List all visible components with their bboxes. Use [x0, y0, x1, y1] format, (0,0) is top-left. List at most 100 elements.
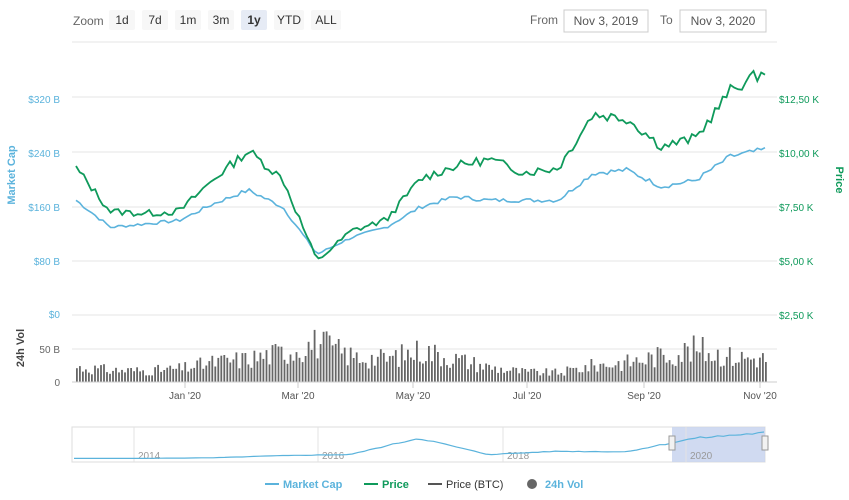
volume-bar [124, 372, 126, 382]
volume-bar [530, 369, 533, 382]
volume-bar [539, 375, 542, 382]
zoom-label: Zoom [73, 14, 104, 28]
volume-bar [551, 370, 554, 382]
market-cap-axis-title: Market Cap [6, 145, 18, 205]
price-tick-label: $2,50 K [779, 311, 814, 322]
x-tick-label: May '20 [396, 391, 431, 402]
volume-bar [334, 343, 337, 382]
volume-bar [635, 357, 638, 382]
market-cap-tick-label: $80 B [34, 257, 60, 268]
zoom-button-1d[interactable] [109, 10, 135, 30]
volume-bar [340, 353, 343, 382]
volume-bar [608, 367, 611, 382]
volume-bar [677, 355, 680, 382]
navigator-selection[interactable] [672, 427, 765, 462]
volume-bar [437, 352, 439, 382]
volume-bar [545, 368, 548, 382]
zoom-button-1m[interactable] [175, 10, 201, 30]
volume-bar [241, 353, 244, 382]
volume-bar [557, 374, 560, 382]
legend-symbol [527, 479, 537, 489]
volume-bar [416, 340, 418, 382]
volume-bar [668, 360, 671, 382]
navigator[interactable]: 2014 2016 2018 2020 [71, 426, 769, 463]
volume-bar [76, 368, 78, 382]
volume-bar [100, 365, 102, 382]
volume-bar [226, 357, 229, 382]
volume-bar [734, 362, 737, 382]
navigator-years: 2014 2016 2018 2020 [133, 427, 713, 462]
legend-item-label[interactable]: 24h Vol [545, 479, 583, 491]
volume-bar [385, 361, 388, 382]
volume-bar [710, 361, 713, 382]
market-cap-ticks: $80 B $160 B $240 B $320 B [28, 95, 60, 268]
volume-bar [638, 362, 641, 382]
legend-item-label[interactable]: Market Cap [283, 479, 343, 491]
legend-item-label[interactable]: Price (BTC) [446, 479, 503, 491]
navigator-line [73, 431, 765, 460]
volume-bar [103, 364, 105, 382]
volume-bar [298, 357, 301, 382]
price-tick-label: $7,50 K [779, 203, 814, 214]
volume-bar [500, 367, 502, 382]
volume-bar [422, 363, 424, 382]
zoom-button-1y[interactable] [241, 10, 267, 30]
volume-bar [232, 359, 235, 382]
volume-bar [337, 339, 340, 382]
volume-bar [659, 348, 662, 382]
volume-bar [175, 368, 178, 382]
volume-bar [259, 352, 262, 382]
volume-bar [250, 367, 253, 382]
zoom-button-label: 1d [115, 13, 128, 27]
volume-bar [590, 359, 593, 382]
price-ticks: $2,50 K $5,00 K $7,50 K $10,00 K $12,50 K [779, 95, 819, 322]
zoom-button-all[interactable] [311, 10, 341, 30]
navigator-right-handle[interactable] [761, 435, 769, 451]
volume-bar [419, 361, 421, 382]
volume-bar [434, 344, 436, 382]
volume-bar [352, 358, 355, 382]
to-date-input[interactable] [679, 9, 767, 33]
zoom-button-ytd[interactable] [274, 10, 304, 30]
x-tick-label: Mar '20 [281, 391, 314, 402]
volume-bar [343, 347, 346, 382]
volume-bar [719, 366, 722, 382]
volume-bar [461, 355, 463, 382]
volume-bar [196, 360, 199, 382]
volume-bar [349, 347, 352, 382]
volume-bar [650, 354, 653, 382]
volume-bar [271, 345, 274, 382]
volume-bar [593, 365, 596, 382]
volume-bar [449, 367, 451, 382]
volume-bar [686, 346, 689, 382]
volume-bar [205, 365, 208, 382]
from-label: From [530, 13, 558, 27]
volume-bar [172, 368, 175, 382]
zoom-button-3m[interactable] [208, 10, 234, 30]
from-date-input[interactable] [563, 9, 649, 33]
volume-bar [743, 358, 746, 382]
legend-item-label[interactable]: Price [382, 479, 409, 491]
volume-bar [548, 375, 551, 382]
volume-bar [400, 344, 403, 382]
volume-bar [127, 368, 129, 382]
navigator-left-handle[interactable] [668, 435, 676, 451]
volume-bar [665, 362, 668, 382]
volume-axis-title: 24h Vol [15, 329, 27, 367]
volume-bar [130, 368, 132, 382]
volume-bar [515, 367, 518, 382]
volume-bar [265, 350, 268, 382]
volume-bar [494, 366, 496, 382]
zoom-button-group: 1d 7d 1m 3m 1y YTD ALL [109, 10, 341, 30]
volume-bar [497, 372, 499, 382]
volume-bar [166, 367, 169, 382]
zoom-button-7d[interactable] [142, 10, 168, 30]
volume-bar [728, 347, 731, 382]
volume-bar [464, 354, 466, 382]
zoom-button-label: 3m [213, 13, 230, 27]
volume-bar [136, 367, 138, 382]
volume-bar [581, 372, 584, 382]
volume-bar [404, 360, 406, 382]
